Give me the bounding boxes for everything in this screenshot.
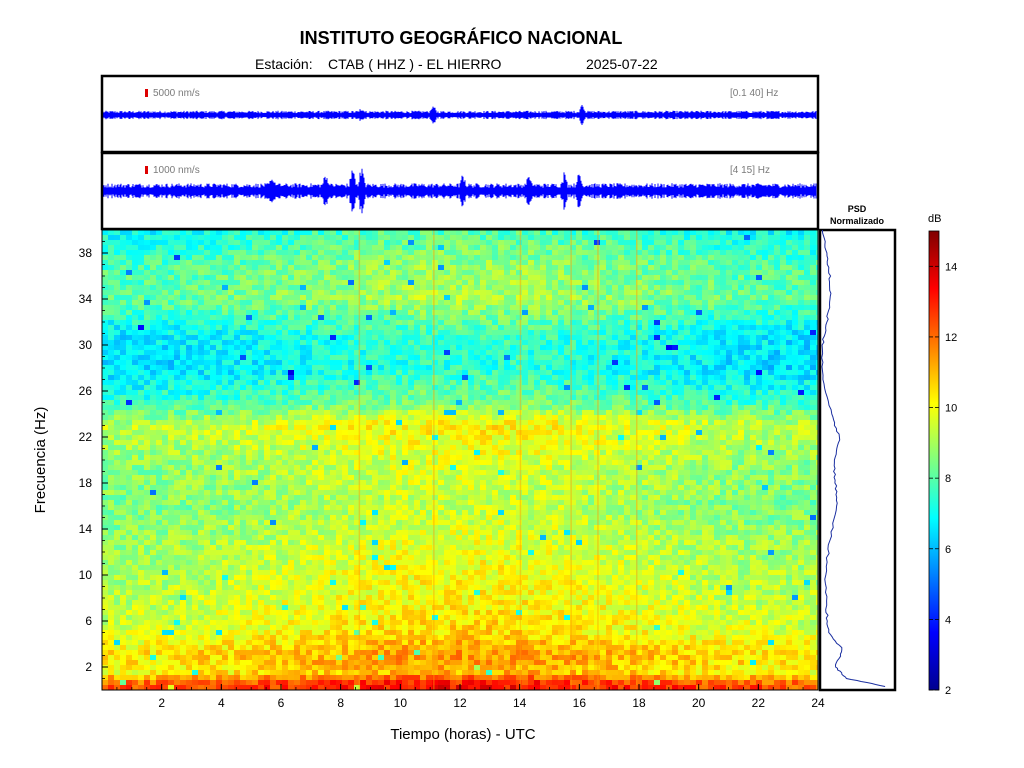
y-tick-label: 10 <box>79 568 93 582</box>
date-label: 2025-07-22 <box>586 56 658 72</box>
x-tick-label: 12 <box>453 696 467 710</box>
scale-bar <box>145 166 148 174</box>
x-tick-label: 10 <box>394 696 408 710</box>
colorbar-tick-label: 12 <box>945 332 957 344</box>
colorbar-tick-label: 4 <box>945 614 951 626</box>
spectrogram-panel: 2 4 6 8 10 12 14 16 18 20 22 24 261014182226303438 … <box>32 229 825 743</box>
station-label: Estación: <box>255 56 313 72</box>
psd-title: PSD <box>848 204 867 214</box>
y-tick-label: 22 <box>79 430 93 444</box>
x-tick-label: 14 <box>513 696 527 710</box>
x-tick-label: 20 <box>692 696 706 710</box>
colorbar-tick-label: 2 <box>945 685 951 697</box>
y-axis-label: Frecuencia (Hz) <box>32 407 49 514</box>
x-tick-label: 16 <box>573 696 587 710</box>
psd-subtitle: Normalizado <box>830 216 885 226</box>
x-tick-label: 24 <box>811 696 825 710</box>
station-name: CTAB ( HHZ ) - EL HIERRO <box>328 56 502 72</box>
x-axis-label: Tiempo (horas) - UTC <box>390 726 535 743</box>
amplitude-scale-label: 1000 nm/s <box>153 165 200 176</box>
waveform-panel-filtered: 1000 nm/s [4 15] Hz <box>100 151 820 231</box>
y-tick-label: 6 <box>85 614 92 628</box>
scale-bar <box>145 89 148 97</box>
spectrogram-streak <box>597 230 599 690</box>
y-tick-label: 34 <box>79 292 93 306</box>
y-tick-label: 2 <box>85 660 92 674</box>
amplitude-scale-label: 5000 nm/s <box>153 88 200 99</box>
x-tick-label: 18 <box>632 696 646 710</box>
x-tick-label: 8 <box>337 696 344 710</box>
x-tick-label: 6 <box>278 696 285 710</box>
psd-panel: PSD Normalizado <box>818 204 897 692</box>
spectrogram-streak <box>519 230 522 690</box>
x-tick-label: 22 <box>752 696 766 710</box>
colorbar-unit: dB <box>928 213 941 225</box>
colorbar-tick-label: 8 <box>945 473 951 485</box>
spectrogram-streak <box>570 230 572 690</box>
colorbar: dB 2 4 6 8 10 12 14 <box>928 213 957 697</box>
colorbar-tick-label: 14 <box>945 261 957 273</box>
waveform-panel-broadband: 5000 nm/s [0.1 40] Hz <box>100 74 820 154</box>
x-tick-label: 2 <box>158 696 165 710</box>
y-tick-label: 38 <box>79 246 93 260</box>
spectrogram-streak <box>433 230 435 690</box>
colorbar-tick-label: 10 <box>945 403 957 415</box>
x-tick-label: 4 <box>218 696 225 710</box>
y-tick-label: 30 <box>79 338 93 352</box>
spectrogram-streak <box>636 230 638 690</box>
psd-curve <box>821 229 886 687</box>
spectrogram-streak <box>358 230 361 690</box>
band-label: [4 15] Hz <box>730 165 770 176</box>
y-tick-label: 14 <box>79 522 93 536</box>
y-tick-label: 26 <box>79 384 93 398</box>
colorbar-tick-label: 6 <box>945 544 951 556</box>
band-label: [0.1 40] Hz <box>730 88 778 99</box>
y-tick-label: 18 <box>79 476 93 490</box>
institution-title: INSTITUTO GEOGRÁFICO NACIONAL <box>300 27 623 48</box>
